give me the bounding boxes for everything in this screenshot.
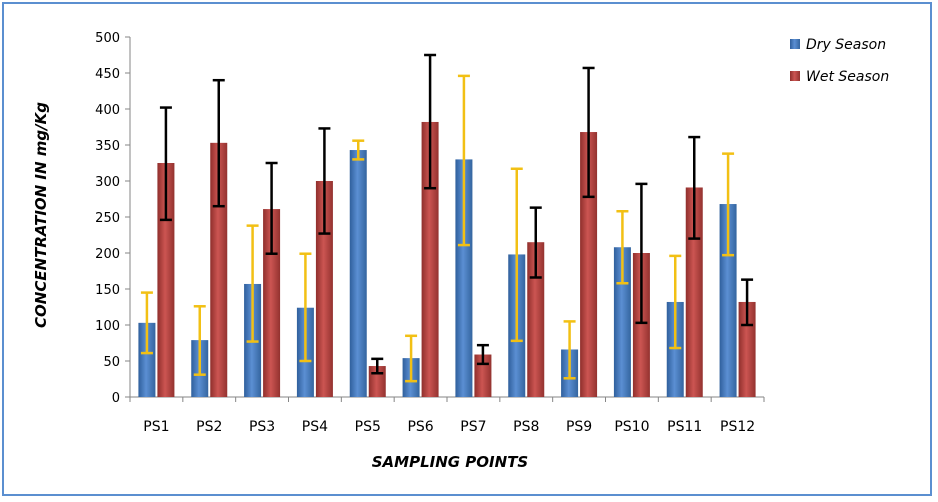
error-bar-dry-ps9 [563,320,576,380]
error-bar-wet-ps10 [635,182,648,325]
y-tick-label: 200 [95,247,120,262]
x-tick-label: PS8 [513,419,539,435]
legend-label-dry: Dry Season [806,37,886,53]
bar-dry-ps12 [719,204,737,397]
y-tick-label: 300 [95,175,120,190]
bar-wet-ps6 [421,121,439,398]
x-axis-title: SAMPLING POINTS [372,453,528,471]
bar-dry-ps11 [666,301,684,397]
error-bar-wet-ps11 [688,135,701,240]
x-tick-label: PS11 [667,419,702,435]
x-tick-label: PS6 [407,419,433,435]
error-bar-dry-ps2 [193,305,206,376]
bars [138,121,756,398]
bar-wet-ps1 [157,163,175,397]
error-bar-wet-ps3 [265,161,278,255]
error-bar-dry-ps7 [457,74,470,247]
error-bar-dry-ps10 [616,209,629,285]
x-tick-label: PS12 [720,419,755,435]
x-tick-label: PS4 [302,419,328,435]
legend-swatch-wet [790,71,800,81]
bar-dry-ps7 [455,159,473,397]
error-bar-dry-ps1 [140,291,153,355]
y-tick-label: 500 [95,31,120,46]
bar-wet-ps8 [527,242,545,397]
error-bar-wet-ps7 [476,343,489,366]
y-tick-label: 50 [103,355,120,370]
error-bar-dry-ps12 [722,152,735,257]
error-bar-wet-ps4 [318,127,331,235]
error-bar-dry-ps4 [299,252,312,363]
error-bar-dry-ps11 [669,254,682,350]
x-tick-label: PS5 [355,419,381,435]
bar-dry-ps5 [349,150,367,397]
error-bar-wet-ps1 [159,106,172,222]
error-bar-dry-ps5 [352,139,365,161]
bar-dry-ps10 [613,247,631,397]
error-bar-wet-ps6 [424,53,437,190]
error-bar-dry-ps6 [405,334,418,383]
y-tick-label: 100 [95,319,120,334]
error-bar-dry-ps8 [510,167,523,343]
x-tick-label: PS3 [249,419,275,435]
legend-swatch-dry [790,39,800,49]
x-tick-label: PS2 [196,419,222,435]
error-bar-wet-ps9 [582,66,595,199]
y-tick-label: 350 [95,139,120,154]
bar-wet-ps10 [632,253,650,397]
y-tick-label: 400 [95,103,120,118]
legend-label-wet: Wet Season [806,69,889,85]
y-tick-label: 150 [95,283,120,298]
error-bar-dry-ps3 [246,224,259,343]
bar-wet-ps9 [580,132,598,398]
x-tick-label: PS10 [614,419,649,435]
x-tick-label: PS1 [143,419,169,435]
y-tick-label: 450 [95,67,120,82]
error-bars [140,53,754,383]
axis-labels: 0 50 100 150 200 250 300 350 400 450 500 PS1 PS2 PS3 P… [95,31,755,435]
y-tick-label: 250 [95,211,120,226]
legend: Dry Season Wet Season [790,37,889,85]
error-bar-wet-ps12 [741,278,754,327]
error-bar-wet-ps8 [529,206,542,279]
error-bar-wet-ps5 [371,357,384,375]
error-bar-wet-ps2 [212,78,225,208]
x-tick-label: PS9 [566,419,592,435]
x-tick-label: PS7 [460,419,486,435]
y-tick-label: 0 [112,391,120,406]
bar-wet-ps7 [474,354,492,397]
y-axis-title: CONCENTRATION IN mg/Kg [32,102,50,328]
bar-dry-ps1 [138,322,156,397]
axes [125,36,765,402]
bar-wet-ps4 [315,181,333,397]
bar-wet-ps3 [263,209,281,397]
bar-wet-ps11 [685,187,703,397]
